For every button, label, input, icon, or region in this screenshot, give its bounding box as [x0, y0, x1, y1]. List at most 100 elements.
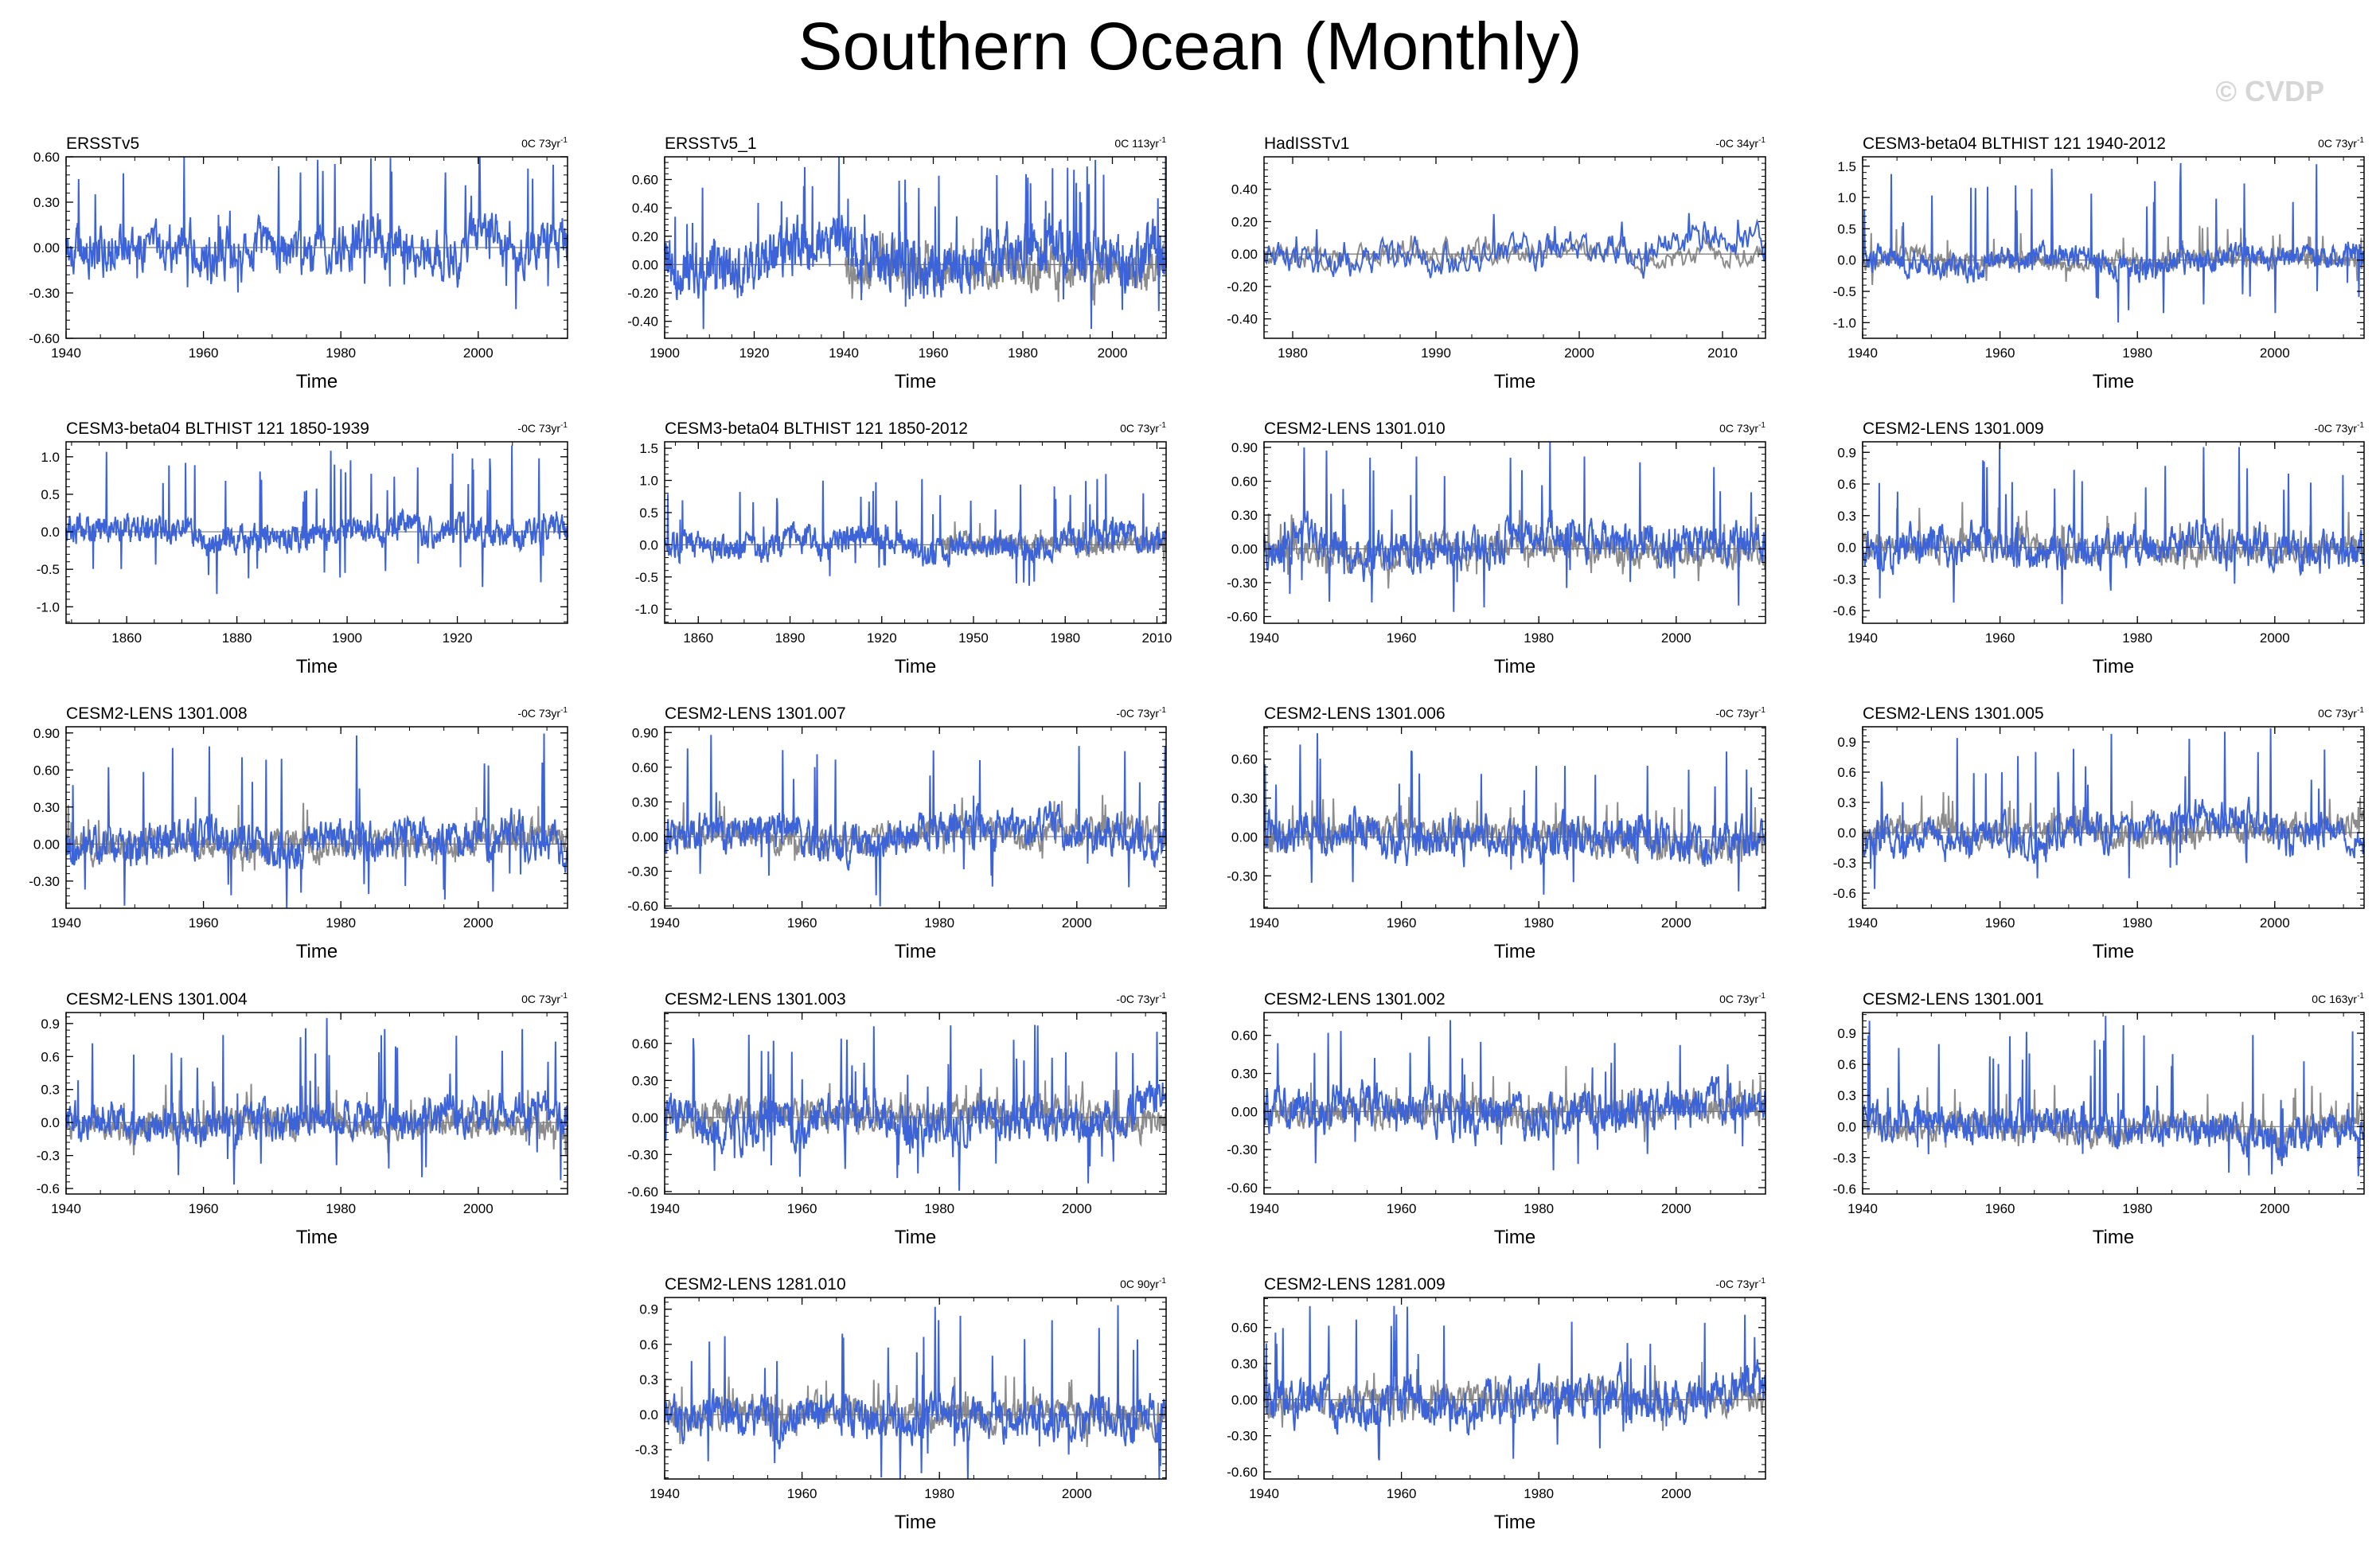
x-tick-label: 2000 — [1661, 915, 1691, 931]
model-series-line — [1862, 1016, 2365, 1177]
x-tick-label: 1900 — [650, 345, 680, 361]
y-tick-label: 0.3 — [1837, 509, 1856, 524]
y-tick-label: 1.0 — [639, 474, 658, 489]
y-tick-label: -0.30 — [1227, 1429, 1258, 1444]
y-tick-label: 1.0 — [41, 450, 60, 465]
plot-frame — [65, 1012, 568, 1195]
panel-11: CESM2-LENS 1301.006 -0C 73yr-1 -0.30 0.00 0.… — [1227, 704, 1766, 962]
x-tick-label: 2000 — [1098, 345, 1128, 361]
plot-frame — [1263, 1297, 1766, 1480]
x-tick-label: 1980 — [1008, 345, 1038, 361]
y-tick-label: 1.5 — [1837, 159, 1856, 174]
panel-title: CESM2-LENS 1301.004 — [66, 990, 248, 1009]
x-tick-label: 2000 — [2260, 915, 2290, 931]
panel-title: CESM2-LENS 1281.009 — [1264, 1275, 1446, 1294]
x-tick-label: 1960 — [189, 915, 219, 931]
panel-title: CESM3-beta04 BLTHIST 121 1940-2012 — [1863, 135, 2166, 153]
x-axis-title: Time — [895, 656, 936, 677]
x-tick-label: 1900 — [332, 630, 362, 646]
y-tick-label: 0.60 — [632, 173, 658, 188]
panel-3: HadISSTv1 -0C 34yr-1 -0.40 -0.20 0.00 0.20 0.4… — [1227, 135, 1766, 392]
y-tick-label: 1.5 — [639, 441, 658, 456]
x-tick-label: 1880 — [222, 630, 252, 646]
x-axis-title: Time — [2093, 371, 2134, 392]
y-tick-label: -0.60 — [29, 331, 60, 346]
y-tick-label: -0.30 — [29, 286, 60, 301]
x-axis-title: Time — [296, 941, 337, 962]
x-axis-title: Time — [1494, 1512, 1535, 1533]
panel-title: CESM2-LENS 1301.006 — [1264, 704, 1446, 723]
y-tick-label: -1.0 — [635, 602, 658, 617]
x-tick-label: 1960 — [1985, 1201, 2015, 1216]
x-tick-label: 1960 — [787, 1201, 817, 1216]
x-tick-label: 1960 — [787, 1486, 817, 1501]
x-axis-title: Time — [296, 371, 337, 392]
y-tick-label: 0.30 — [1231, 508, 1258, 523]
panel-6: CESM3-beta04 BLTHIST 121 1850-2012 0C 73y… — [635, 419, 1172, 677]
y-tick-label: -0.5 — [1833, 284, 1856, 299]
y-tick-label: 1.0 — [1837, 190, 1856, 205]
y-tick-label: 0.40 — [1231, 182, 1258, 197]
panel-16: CESM2-LENS 1301.001 0C 163yr-1 -0.6 -0.3 0.0… — [1833, 990, 2365, 1248]
x-tick-label: 1940 — [650, 1486, 680, 1501]
y-tick-label: -0.60 — [627, 1184, 658, 1200]
x-tick-label: 1980 — [924, 1486, 954, 1501]
y-tick-label: -1.0 — [37, 599, 60, 615]
x-tick-label: 2000 — [1062, 1201, 1092, 1216]
x-tick-label: 1980 — [1050, 630, 1080, 646]
x-tick-label: 2000 — [463, 915, 494, 931]
y-tick-label: 0.9 — [1837, 735, 1856, 750]
y-tick-label: 0.30 — [33, 800, 60, 815]
x-tick-label: 1980 — [326, 915, 356, 931]
x-tick-label: 1980 — [2122, 1201, 2152, 1216]
y-tick-label: 0.30 — [1231, 791, 1258, 806]
y-tick-label: 0.20 — [632, 229, 658, 244]
x-tick-label: 1980 — [2122, 915, 2152, 931]
x-tick-label: 1980 — [2122, 345, 2152, 361]
y-tick-label: 0.60 — [1231, 474, 1258, 490]
y-tick-label: -0.6 — [1833, 1181, 1856, 1196]
panel-title: CESM2-LENS 1281.010 — [665, 1275, 846, 1294]
panel-12: CESM2-LENS 1301.005 0C 73yr-1 -0.6 -0.3 0.0 0… — [1833, 704, 2365, 962]
y-tick-label: -0.30 — [29, 874, 60, 889]
model-series-line — [1862, 443, 2365, 604]
panel-title: CESM2-LENS 1301.002 — [1264, 990, 1446, 1009]
y-tick-label: 0.6 — [41, 1049, 60, 1064]
x-tick-label: 1980 — [1278, 345, 1308, 361]
x-tick-label: 1980 — [1524, 1201, 1554, 1216]
panel-1: ERSSTv5 0C 73yr-1 -0.60 -0.30 0.00 0.30 0.60 19… — [29, 135, 568, 392]
obs-series-line — [1263, 1361, 1766, 1431]
y-tick-label: 0.00 — [632, 1110, 658, 1126]
panel-2: ERSSTv5_1 0C 113yr-1 -0.40 -0.20 0.00 0.20 0.4… — [627, 135, 1167, 392]
x-tick-label: 1960 — [1985, 915, 2015, 931]
x-axis-title: Time — [895, 1512, 936, 1533]
x-tick-label: 1920 — [443, 630, 473, 646]
y-tick-label: -0.60 — [1227, 1180, 1258, 1196]
panel-4: CESM3-beta04 BLTHIST 121 1940-2012 0C 73y… — [1833, 135, 2365, 392]
x-tick-label: 1960 — [1387, 915, 1417, 931]
y-tick-label: 0.20 — [1231, 214, 1258, 229]
trend-label: 0C 73yr-1 — [521, 992, 568, 1005]
y-tick-label: -0.5 — [635, 570, 658, 585]
trend-label: 0C 163yr-1 — [2312, 992, 2364, 1005]
trend-label: 0C 73yr-1 — [1120, 421, 1166, 435]
trend-label: 0C 73yr-1 — [521, 136, 568, 150]
x-tick-label: 1920 — [739, 345, 770, 361]
x-tick-label: 1940 — [1847, 345, 1878, 361]
y-tick-label: 0.0 — [1837, 540, 1856, 556]
x-tick-label: 1940 — [1847, 630, 1878, 646]
y-tick-label: 0.6 — [639, 1337, 658, 1352]
x-tick-label: 1960 — [1985, 630, 2015, 646]
x-tick-label: 2000 — [2260, 1201, 2290, 1216]
x-axis-title: Time — [1494, 371, 1535, 392]
plot-frame — [1263, 441, 1766, 624]
y-tick-label: -0.30 — [1227, 576, 1258, 591]
x-axis-title: Time — [1494, 1227, 1535, 1248]
plot-frame — [1862, 726, 2365, 909]
x-tick-label: 2000 — [463, 345, 494, 361]
plot-frame — [1862, 1012, 2365, 1195]
x-tick-label: 2000 — [1062, 1486, 1092, 1501]
y-tick-label: 0.60 — [632, 760, 658, 775]
trend-label: -0C 73yr-1 — [517, 706, 568, 720]
